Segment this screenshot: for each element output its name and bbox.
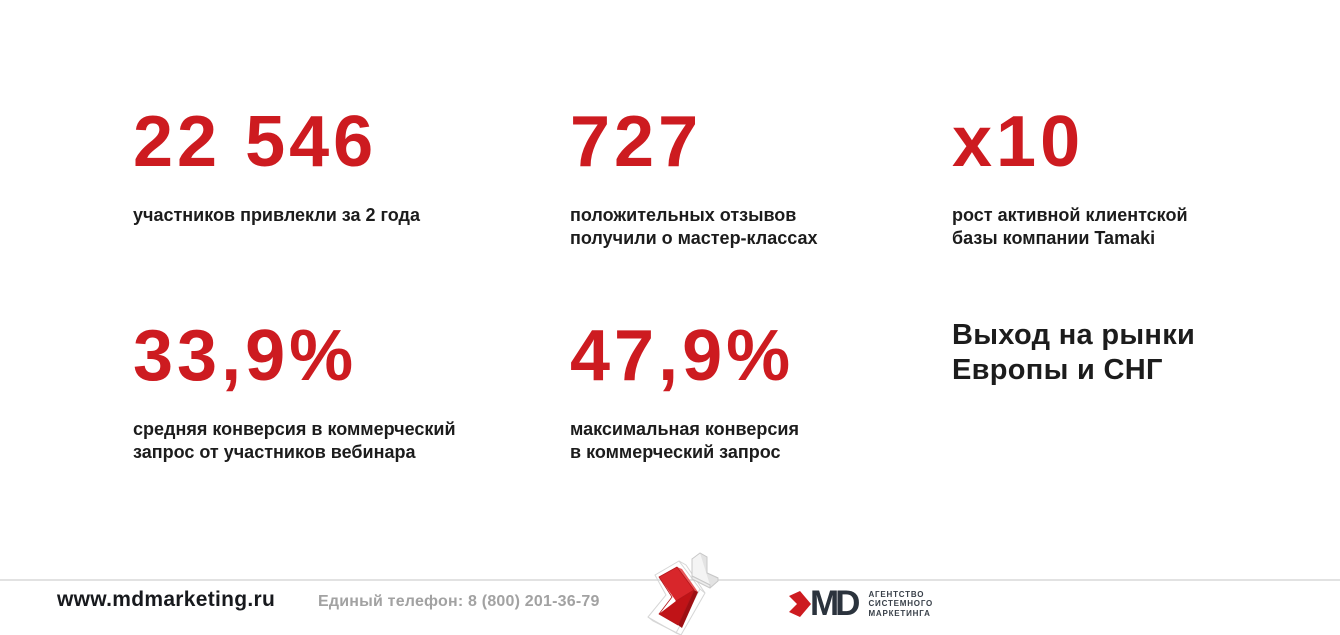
stat-reviews: 727 положительных отзывов получили о мас…	[570, 106, 818, 250]
md-logo-text: MD	[810, 584, 860, 623]
stat-client-base-growth-value: x10	[952, 102, 1085, 182]
markets-highlight-line2: Европы и СНГ	[952, 354, 1163, 386]
markets-highlight-line1: Выход на рынки	[952, 319, 1196, 351]
3d-blocks-logo-icon	[647, 552, 719, 635]
markets-highlight: Выход на рынки Европы и СНГ	[952, 318, 1195, 388]
stat-reviews-label: положительных отзывов получили о мастер-…	[570, 205, 818, 248]
phone-number: Единый телефон: 8 (800) 201-36-79	[318, 593, 600, 610]
stat-avg-conversion-label: средняя конверсия в коммерческий запрос …	[133, 419, 456, 462]
stat-max-conversion: 47,9% максимальная конверсия в коммерчес…	[570, 320, 799, 464]
md-logo-chevron-icon	[789, 591, 811, 617]
md-logo-tagline: АГЕНТСТВО СИСТЕМНОГО МАРКЕТИНГА	[868, 589, 934, 618]
stat-max-conversion-value: 47,9%	[570, 316, 795, 396]
stat-avg-conversion-value: 33,9%	[133, 316, 358, 396]
stat-avg-conversion: 33,9% средняя конверсия в коммерческий з…	[133, 320, 456, 464]
stat-max-conversion-label: максимальная конверсия в коммерческий за…	[570, 419, 799, 462]
stat-participants: 22 546 участников привлекли за 2 года	[133, 106, 420, 227]
stat-participants-label: участников привлекли за 2 года	[133, 205, 420, 225]
stat-participants-value: 22 546	[133, 102, 378, 182]
md-agency-logo: MD АГЕНТСТВО СИСТЕМНОГО МАРКЕТИНГА	[788, 586, 933, 622]
stat-reviews-value: 727	[570, 102, 703, 182]
website-link[interactable]: www.mdmarketing.ru	[57, 588, 276, 611]
stat-client-base-growth: x10 рост активной клиентской базы компан…	[952, 106, 1188, 250]
stat-client-base-growth-label: рост активной клиентской базы компании T…	[952, 205, 1188, 248]
